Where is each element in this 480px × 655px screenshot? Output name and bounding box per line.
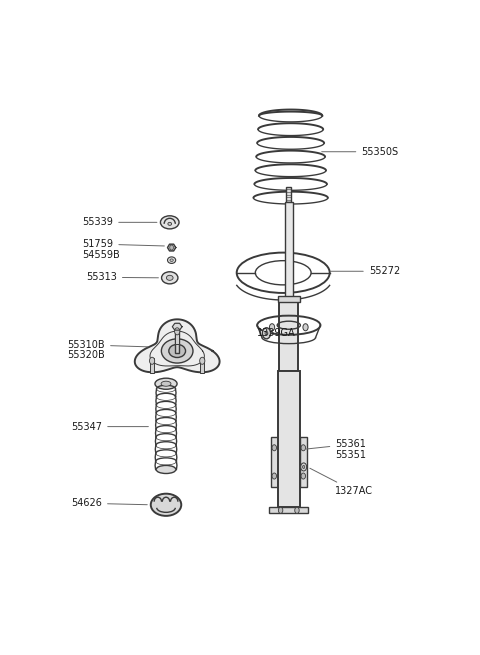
Bar: [175, 329, 179, 344]
Circle shape: [175, 328, 180, 335]
Text: 1327AC: 1327AC: [310, 468, 373, 496]
Ellipse shape: [156, 466, 176, 474]
Circle shape: [301, 473, 306, 479]
Text: 55350S: 55350S: [322, 147, 398, 157]
Text: 55320B: 55320B: [67, 350, 105, 360]
Text: 55347: 55347: [71, 422, 148, 432]
Bar: [277, 371, 300, 507]
Bar: [201, 358, 204, 373]
Polygon shape: [168, 244, 176, 251]
Text: 55351: 55351: [335, 450, 366, 460]
Text: 1339GA: 1339GA: [257, 328, 296, 338]
Circle shape: [265, 331, 268, 335]
Bar: [285, 202, 293, 298]
Circle shape: [200, 357, 205, 364]
Ellipse shape: [170, 259, 173, 261]
Circle shape: [278, 507, 283, 514]
Circle shape: [301, 445, 306, 451]
Ellipse shape: [168, 257, 176, 263]
Ellipse shape: [151, 494, 181, 516]
Circle shape: [263, 328, 271, 339]
Bar: [278, 296, 300, 302]
Text: 55272: 55272: [330, 267, 400, 276]
Ellipse shape: [161, 339, 193, 363]
Ellipse shape: [169, 345, 186, 358]
Text: 55361: 55361: [306, 440, 366, 449]
Bar: [269, 507, 308, 514]
Bar: [271, 437, 277, 487]
Ellipse shape: [167, 275, 173, 280]
Circle shape: [300, 463, 307, 471]
Text: 54559B: 54559B: [83, 250, 120, 259]
Bar: [300, 437, 307, 487]
Text: 55313: 55313: [86, 272, 158, 282]
Circle shape: [295, 507, 299, 514]
Bar: [279, 298, 299, 371]
Ellipse shape: [160, 215, 179, 229]
Ellipse shape: [168, 222, 172, 225]
Polygon shape: [172, 324, 182, 330]
Text: 54626: 54626: [71, 498, 147, 508]
Circle shape: [303, 324, 308, 331]
Bar: [150, 358, 154, 373]
Circle shape: [170, 245, 173, 250]
Text: 55310B: 55310B: [67, 340, 148, 350]
Ellipse shape: [155, 378, 177, 389]
Text: 55339: 55339: [83, 217, 157, 227]
Circle shape: [272, 445, 276, 451]
Polygon shape: [135, 320, 219, 372]
Ellipse shape: [161, 381, 171, 386]
Text: 51759: 51759: [83, 239, 164, 249]
Circle shape: [302, 466, 305, 468]
Ellipse shape: [162, 272, 178, 284]
Bar: [175, 323, 180, 354]
Circle shape: [272, 473, 276, 479]
Bar: [286, 187, 291, 202]
Circle shape: [269, 324, 275, 331]
Circle shape: [149, 357, 155, 364]
